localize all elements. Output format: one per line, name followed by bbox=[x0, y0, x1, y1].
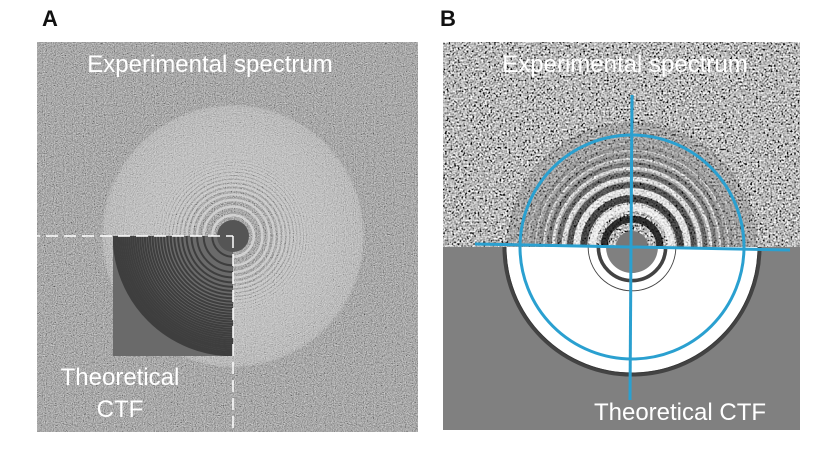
caption: CTF bbox=[97, 396, 144, 423]
panel-label: A bbox=[42, 6, 58, 31]
caption: Theoretical CTF bbox=[594, 399, 766, 426]
caption: Experimental spectrum bbox=[502, 51, 747, 78]
caption: Experimental spectrum bbox=[87, 51, 332, 78]
panel-label: B bbox=[440, 6, 456, 31]
panel-b-image bbox=[443, 42, 800, 430]
figure: A B Experimental spectrum Theoretical CT… bbox=[0, 0, 823, 452]
caption: Theoretical bbox=[61, 364, 180, 391]
